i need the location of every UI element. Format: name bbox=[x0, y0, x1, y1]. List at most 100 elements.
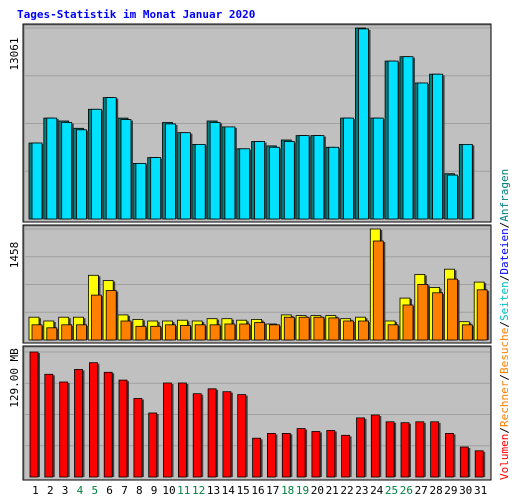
bar-volumen-day-12 bbox=[192, 393, 202, 478]
bar-dateien-day-20 bbox=[313, 135, 325, 220]
bar-dateien-day-1 bbox=[31, 142, 43, 220]
bar-volumen-day-2 bbox=[44, 373, 54, 478]
x-tick-label: 1 bbox=[32, 484, 39, 497]
y-axis-max-label: 13061 bbox=[8, 37, 21, 70]
bar-volumen-day-5 bbox=[89, 362, 98, 478]
bar-dateien-day-25 bbox=[387, 60, 399, 220]
x-tick-label: 8 bbox=[136, 484, 143, 497]
x-tick-label: 21 bbox=[326, 484, 339, 497]
x-tick-label: 15 bbox=[237, 484, 250, 497]
bar-volumen-day-31 bbox=[474, 450, 484, 478]
side-legend-part: Seiten bbox=[498, 281, 511, 321]
bar-besuche-day-5 bbox=[91, 294, 102, 341]
side-legend-part: Dateien bbox=[498, 228, 511, 274]
bar-volumen-day-6 bbox=[103, 371, 113, 478]
x-tick-label: 9 bbox=[151, 484, 158, 497]
x-tick-label: 20 bbox=[311, 484, 324, 497]
x-tick-label: 25 bbox=[385, 484, 398, 497]
side-legend-part: / bbox=[498, 222, 511, 229]
bar-besuche-day-26 bbox=[402, 304, 414, 341]
bar-volumen-day-24 bbox=[370, 414, 380, 478]
bar-dateien-day-28 bbox=[432, 73, 444, 220]
bar-besuche-day-7 bbox=[120, 320, 132, 341]
bar-volumen-day-20 bbox=[311, 431, 321, 478]
bar-besuche-day-4 bbox=[76, 324, 87, 341]
bar-volumen-day-28 bbox=[430, 421, 440, 478]
x-tick-label: 14 bbox=[222, 484, 236, 497]
x-tick-label: 24 bbox=[370, 484, 384, 497]
bar-besuche-day-16 bbox=[254, 322, 266, 341]
side-legend-part: Besuche bbox=[498, 328, 511, 374]
bar-dateien-day-5 bbox=[91, 108, 102, 220]
x-tick-label: 4 bbox=[77, 484, 84, 497]
side-legend-part: Rechner bbox=[498, 380, 511, 427]
x-tick-label: 22 bbox=[340, 484, 353, 497]
bar-besuche-day-31 bbox=[476, 289, 488, 341]
bar-dateien-day-9 bbox=[150, 157, 162, 220]
bar-volumen-day-11 bbox=[177, 382, 187, 478]
x-tick-label: 27 bbox=[415, 484, 428, 497]
x-tick-label: 11 bbox=[177, 484, 190, 497]
bar-dateien-day-22 bbox=[343, 117, 355, 220]
bar-dateien-day-18 bbox=[283, 141, 295, 220]
bar-dateien-day-13 bbox=[209, 122, 221, 220]
bar-volumen-day-16 bbox=[252, 437, 262, 478]
x-tick-label: 29 bbox=[444, 484, 457, 497]
bar-dateien-day-27 bbox=[417, 82, 429, 220]
x-tick-label: 19 bbox=[296, 484, 309, 497]
bar-besuche-day-11 bbox=[179, 325, 191, 341]
x-tick-label: 31 bbox=[474, 484, 487, 497]
bar-volumen-day-10 bbox=[163, 382, 172, 478]
bar-dateien-day-29 bbox=[447, 174, 458, 220]
bar-besuche-day-25 bbox=[387, 324, 399, 341]
bar-besuche-day-8 bbox=[135, 325, 147, 341]
bar-volumen-day-22 bbox=[341, 434, 351, 478]
panel-bevel bbox=[23, 24, 490, 221]
x-tick-label: 7 bbox=[121, 484, 128, 497]
bar-besuche-day-28 bbox=[432, 292, 444, 341]
bar-volumen-day-17 bbox=[266, 432, 276, 478]
bar-dateien-day-24 bbox=[372, 117, 384, 220]
bar-volumen-day-8 bbox=[133, 398, 143, 478]
bar-volumen-day-30 bbox=[459, 446, 469, 478]
bar-besuche-day-2 bbox=[46, 327, 58, 341]
bar-besuche-day-14 bbox=[224, 323, 236, 341]
bar-dateien-day-7 bbox=[120, 119, 132, 220]
bar-dateien-day-12 bbox=[194, 143, 206, 220]
bar-dateien-day-15 bbox=[239, 148, 251, 220]
x-tick-label: 12 bbox=[192, 484, 205, 497]
series-dateien bbox=[31, 28, 475, 220]
y-axis-max-label: 1458 bbox=[8, 242, 21, 269]
x-tick-label: 6 bbox=[106, 484, 113, 497]
x-tick-label: 30 bbox=[459, 484, 472, 497]
x-tick-label: 3 bbox=[62, 484, 69, 497]
bar-volumen-day-23 bbox=[356, 417, 365, 478]
bar-besuche-day-10 bbox=[165, 324, 176, 341]
bar-besuche-day-27 bbox=[417, 283, 429, 341]
bar-besuche-day-22 bbox=[343, 320, 355, 341]
bar-besuche-day-17 bbox=[268, 324, 280, 341]
bar-besuche-day-13 bbox=[209, 324, 221, 341]
bar-volumen-day-4 bbox=[74, 368, 83, 478]
bar-besuche-day-29 bbox=[447, 278, 458, 341]
bar-besuche-day-18 bbox=[283, 316, 295, 341]
bar-dateien-day-6 bbox=[105, 97, 117, 220]
bar-dateien-day-19 bbox=[298, 135, 310, 220]
bar-volumen-day-1 bbox=[29, 351, 39, 478]
bar-volumen-day-19 bbox=[296, 428, 306, 478]
bar-besuche-day-30 bbox=[461, 324, 473, 341]
bar-besuche-day-21 bbox=[328, 317, 340, 341]
bar-volumen-day-18 bbox=[281, 432, 291, 478]
bar-volumen-day-27 bbox=[415, 421, 425, 478]
bar-volumen-day-13 bbox=[207, 388, 217, 478]
x-tick-label: 18 bbox=[281, 484, 294, 497]
x-tick-label: 10 bbox=[162, 484, 175, 497]
series-besuche bbox=[31, 240, 490, 341]
x-axis-day-labels: 1 2 3 4 5 6 7 8 9 10 11 12 13 14 15 16 17 18 19 20 21 22 23 24 2… bbox=[32, 484, 487, 497]
panel-bevel bbox=[23, 346, 490, 479]
side-legend: Volumen/Rechner/Besuche/Seiten/Dateien/A… bbox=[498, 169, 511, 480]
x-tick-label: 26 bbox=[400, 484, 413, 497]
panel-volume: 129.00 MB bbox=[8, 345, 492, 481]
